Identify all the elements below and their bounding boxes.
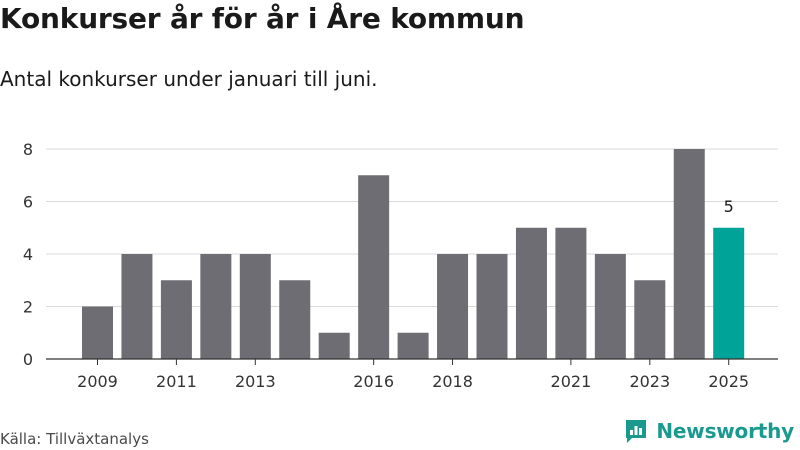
x-tick-label: 2013	[235, 372, 276, 391]
brand-name: Newsworthy	[656, 419, 794, 443]
y-axis-ticks: 0 2 4 6 8	[23, 140, 33, 369]
x-axis-ticks: 2009 2011 2013 2016 2018 2021 2023 2025	[77, 359, 749, 391]
y-tick-label: 2	[23, 298, 33, 317]
bar-chart: 0 2 4 6 8 2009 2011 2013 2016 2018 2021 2023 2025 5	[23, 140, 778, 391]
source-note: Källa: Tillväxtanalys	[0, 430, 149, 448]
bar-2018	[437, 254, 469, 359]
y-tick-label: 8	[23, 140, 33, 159]
bar-2014	[279, 280, 311, 359]
y-tick-label: 4	[23, 245, 33, 264]
bar-2021	[555, 227, 587, 359]
x-tick-label: 2009	[77, 372, 118, 391]
bar-2023	[634, 280, 666, 359]
x-tick-label: 2025	[708, 372, 749, 391]
bar-2013	[239, 254, 271, 359]
bar-2019	[476, 254, 508, 359]
bar-2015	[318, 332, 350, 359]
annotations: 5	[724, 197, 734, 216]
newsworthy-logo[interactable]: Newsworthy	[624, 418, 794, 444]
bar-2010	[121, 254, 153, 359]
x-tick-label: 2021	[551, 372, 592, 391]
bar-2022	[594, 254, 626, 359]
gridlines	[46, 148, 778, 307]
bars	[82, 149, 745, 359]
bar-2011	[160, 280, 192, 359]
bar-2025	[713, 227, 745, 359]
x-tick-label: 2016	[353, 372, 394, 391]
newsworthy-logo-icon	[626, 420, 647, 443]
x-tick-label: 2023	[629, 372, 670, 391]
bar-2012	[200, 254, 232, 359]
bar-2016	[358, 175, 390, 359]
y-tick-label: 0	[23, 350, 33, 369]
x-tick-label: 2018	[432, 372, 473, 391]
bar-2020	[515, 227, 547, 359]
y-tick-label: 6	[23, 193, 33, 212]
bar-2009	[82, 306, 113, 359]
bar-2024	[673, 149, 705, 359]
chart-title: Konkurser år för år i Åre kommun	[0, 2, 525, 35]
bar-2017	[397, 332, 429, 359]
value-label-2025: 5	[724, 197, 734, 216]
chart-subtitle: Antal konkurser under januari till juni.	[0, 67, 378, 91]
x-tick-label: 2011	[156, 372, 197, 391]
